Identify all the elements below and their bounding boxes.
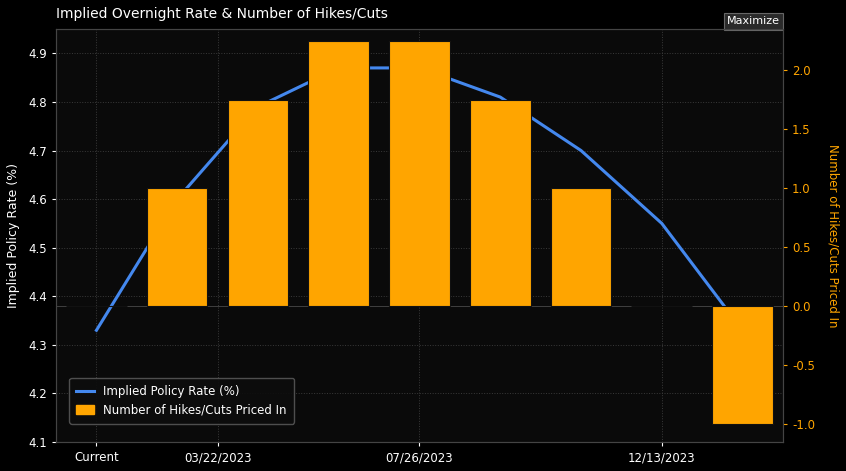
- Bar: [309, 41, 369, 306]
- Bar: [147, 188, 207, 306]
- Text: Implied Overnight Rate & Number of Hikes/Cuts: Implied Overnight Rate & Number of Hikes…: [56, 7, 388, 21]
- Y-axis label: Number of Hikes/Cuts Priced In: Number of Hikes/Cuts Priced In: [826, 144, 839, 327]
- Legend: Implied Policy Rate (%), Number of Hikes/Cuts Priced In: Implied Policy Rate (%), Number of Hikes…: [69, 378, 294, 424]
- Bar: [470, 100, 530, 306]
- Bar: [228, 100, 288, 306]
- Text: Maximize: Maximize: [728, 16, 780, 26]
- Y-axis label: Implied Policy Rate (%): Implied Policy Rate (%): [7, 163, 20, 308]
- Bar: [712, 306, 773, 424]
- Bar: [551, 188, 612, 306]
- Bar: [389, 41, 450, 306]
